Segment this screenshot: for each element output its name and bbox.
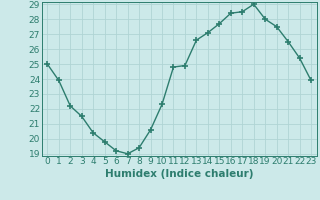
X-axis label: Humidex (Indice chaleur): Humidex (Indice chaleur) xyxy=(105,169,253,179)
